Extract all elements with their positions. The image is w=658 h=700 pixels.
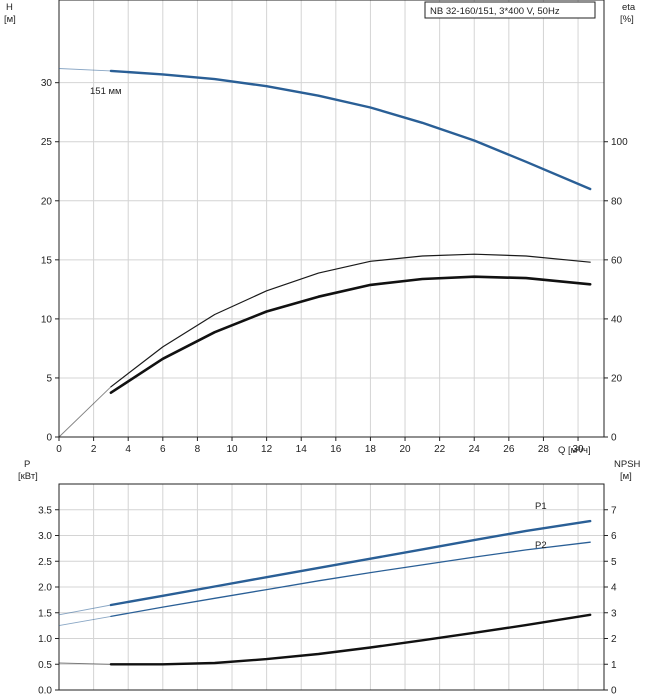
- series-0-1-extrapolated: [58, 386, 112, 438]
- left-tick-label: 3.0: [38, 531, 52, 542]
- gridlines: [59, 0, 604, 690]
- x-tick-label: 6: [160, 444, 166, 455]
- right-tick-label: 4: [611, 583, 617, 594]
- series-1-2-extrapolated: [58, 662, 111, 665]
- right-tick-label: 80: [611, 196, 623, 207]
- x-tick-label: 24: [469, 444, 481, 455]
- left-tick-label: 2.0: [38, 583, 52, 594]
- series-1-0-extrapolated: [58, 604, 111, 616]
- left-tick-label: 0: [46, 433, 52, 444]
- bottom-right-axis-label-line2: [м]: [620, 471, 632, 482]
- left-tick-label: 20: [41, 196, 53, 207]
- x-tick-label: 4: [125, 444, 131, 455]
- left-tick-label: 1.5: [38, 608, 52, 619]
- series-1-2-line: [109, 613, 592, 666]
- left-tick-label: 25: [41, 137, 53, 148]
- left-tick-label: 10: [41, 314, 53, 325]
- series-1-1-extrapolated: [58, 615, 111, 627]
- impeller-annotation: 151 мм: [90, 86, 122, 97]
- right-tick-label: 3: [611, 608, 617, 619]
- right-tick-label: 5: [611, 557, 617, 568]
- series-1-1-line: [110, 541, 591, 618]
- series-0-0-extrapolated: [58, 68, 111, 72]
- x-tick-label: 22: [434, 444, 446, 455]
- left-tick-label: 3.5: [38, 505, 52, 516]
- top-left-axis-label-line2: [м]: [4, 14, 16, 25]
- right-tick-label: 0: [611, 433, 617, 444]
- right-tick-label: 0: [611, 686, 617, 697]
- right-tick-label: 40: [611, 314, 623, 325]
- x-tick-label: 12: [261, 444, 273, 455]
- series-0-2-line: [109, 275, 592, 394]
- series-0-0-line: [109, 69, 592, 191]
- series-0-1-line: [110, 253, 591, 388]
- chart-title: NB 32-160/151, 3*400 V, 50Hz: [430, 6, 560, 17]
- bottom-left-axis-label-line2: [кВт]: [18, 471, 38, 482]
- top-right-axis-label-line1: eta: [622, 2, 636, 13]
- left-tick-label: 0.5: [38, 660, 52, 671]
- right-tick-label: 7: [611, 505, 617, 516]
- x-axis-label: Q [м³/ч]: [558, 445, 591, 456]
- x-tick-label: 28: [538, 444, 550, 455]
- left-tick-label: 15: [41, 255, 53, 266]
- x-tick-label: 26: [503, 444, 515, 455]
- left-tick-label: 30: [41, 78, 53, 89]
- x-tick-label: 14: [296, 444, 308, 455]
- right-tick-label: 1: [611, 660, 617, 671]
- data-series: [58, 68, 592, 666]
- right-tick-label: 100: [611, 137, 628, 148]
- right-tick-label: 6: [611, 531, 617, 542]
- left-tick-label: 5: [46, 373, 52, 384]
- series-label-p1: P1: [535, 501, 547, 512]
- x-tick-label: 18: [365, 444, 377, 455]
- x-tick-label: 8: [195, 444, 201, 455]
- right-tick-label: 20: [611, 373, 623, 384]
- right-tick-label: 2: [611, 634, 617, 645]
- x-tick-label: 10: [226, 444, 238, 455]
- series-label-p2: P2: [535, 540, 547, 551]
- series-1-0-line: [109, 519, 592, 607]
- bottom-left-axis-label-line1: P: [24, 459, 30, 470]
- top-legend-box: NB 32-160/151, 3*400 V, 50Hz: [424, 1, 596, 19]
- x-tick-label: 16: [330, 444, 342, 455]
- x-tick-label: 2: [91, 444, 97, 455]
- left-tick-label: 2.5: [38, 557, 52, 568]
- x-tick-label: 20: [399, 444, 411, 455]
- right-tick-label: 60: [611, 255, 623, 266]
- top-right-axis-label-line2: [%]: [620, 14, 634, 25]
- x-tick-label: 30: [572, 444, 584, 455]
- left-tick-label: 1.0: [38, 634, 52, 645]
- x-tick-label: 0: [56, 444, 62, 455]
- bottom-right-axis-label-line1: NPSH: [614, 459, 641, 470]
- left-tick-label: 0.0: [38, 686, 52, 697]
- plot-frame-0: [58, 0, 605, 438]
- top-left-axis-label-line1: H: [6, 2, 13, 13]
